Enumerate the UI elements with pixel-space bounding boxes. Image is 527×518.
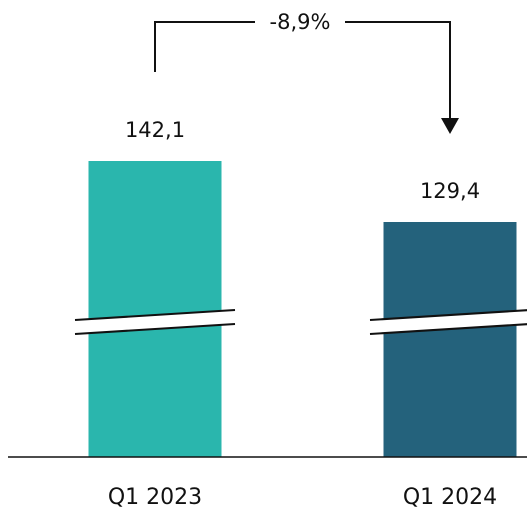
value-label-1: 142,1 [125, 118, 185, 142]
bar-1 [88, 161, 222, 457]
axis-break-band-2 [370, 310, 527, 334]
axis-break-line-1-2 [74, 323, 236, 335]
change-bracket-right [345, 21, 451, 118]
category-label-2: Q1 2024 [403, 485, 497, 510]
axis-break-band-1 [75, 310, 235, 334]
axis-break-line-2-2 [369, 323, 527, 335]
category-label-1: Q1 2023 [108, 485, 202, 510]
category-labels: Q1 2023 Q1 2024 [108, 485, 497, 510]
change-label: -8,9% [270, 10, 331, 34]
value-label-2: 129,4 [420, 179, 480, 203]
change-bracket-left [154, 21, 255, 72]
change-annotation: -8,9% [154, 10, 459, 134]
bar-2 [383, 222, 517, 457]
axis-break-line-2-1 [369, 309, 527, 321]
bars-group: 142,1 129,4 [74, 118, 527, 457]
change-arrowhead [441, 118, 459, 134]
axis-break-line-1-1 [74, 309, 236, 321]
